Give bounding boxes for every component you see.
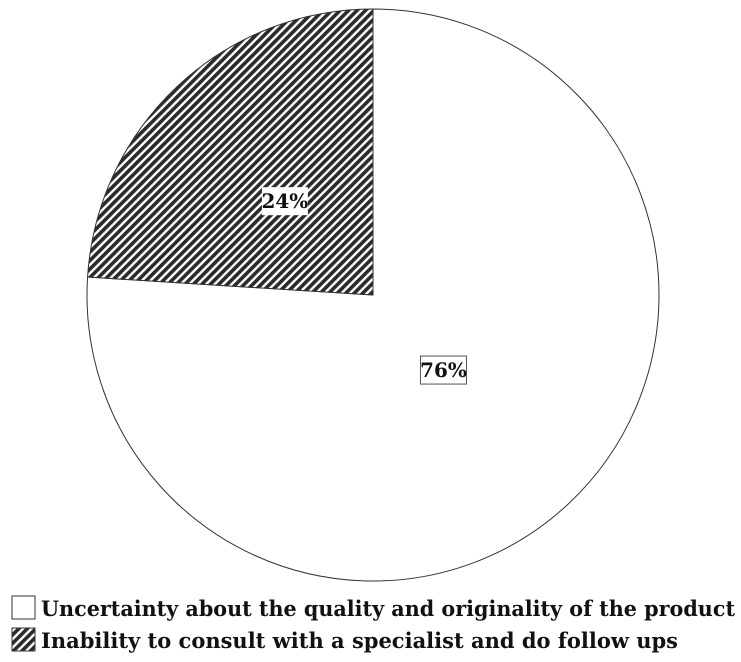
legend-label: Inability to consult with a specialist a… (41, 628, 678, 653)
slice-value-label: 76% (419, 355, 467, 385)
slice-value-text: 24% (261, 189, 308, 213)
legend-swatch (11, 627, 36, 652)
legend-label: Uncertainty about the quality and origin… (41, 596, 735, 621)
legend-swatch (11, 595, 36, 620)
slice-value-text: 76% (420, 358, 467, 382)
slice-value-label-box (419, 355, 467, 385)
slice-value-label: 24% (261, 187, 308, 216)
pie-slice-inability-to-consult-with-a-specialist-a (87, 8, 374, 296)
legend-item: Inability to consult with a specialist a… (11, 627, 678, 653)
legend-item: Uncertainty about the quality and origin… (11, 595, 735, 621)
slice-value-label-box (261, 187, 308, 216)
